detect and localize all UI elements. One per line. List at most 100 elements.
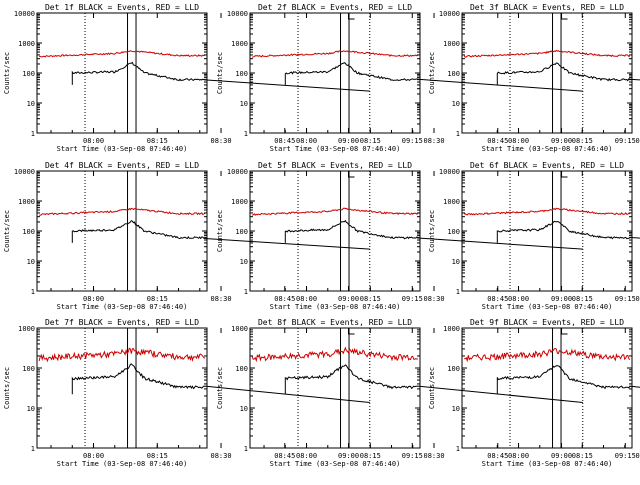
panel-det-1: Det 1f BLACK = Events, RED = LLD11010010… (3, 3, 423, 153)
y-tick-label: 100 (447, 70, 460, 78)
y-tick-label: 1 (456, 288, 460, 296)
y-tick-label: 1 (456, 445, 460, 453)
panel-det-9: Det 9f BLACK = Events, RED = LLD 1 10 100 10… (428, 318, 640, 468)
bracket-marker (561, 13, 568, 20)
x-tick-label: 08:15 (360, 137, 381, 145)
x-tick-label: 09:00 (551, 137, 572, 145)
x-tick-label: 08:30 (423, 452, 444, 460)
panel-title: Det 3f BLACK = Events, RED = LLD (470, 3, 624, 12)
y-axis-label: Counts/sec (428, 367, 436, 409)
x-tick-label: 08:15 (147, 452, 168, 460)
plot-frame (249, 327, 421, 449)
y-tick-label: 10 (452, 258, 460, 266)
y-tick-label: 10 (240, 258, 248, 266)
y-tick-label: 1000 (18, 325, 35, 333)
lld-series-line (39, 50, 205, 58)
y-axis-label: Counts/sec (3, 210, 11, 252)
x-tick-label: 09:00 (551, 452, 572, 460)
plot-frame (461, 327, 633, 449)
x-axis-label: Start Time (03-Sep-08 07:46:40) (57, 145, 188, 153)
y-tick-label: 100 (235, 228, 248, 236)
y-tick-label: 1000 (231, 40, 248, 48)
x-tick-label: 09:00 (338, 137, 359, 145)
x-axis-label: Start Time (03-Sep-08 07:46:40) (270, 303, 401, 311)
x-axis-label: Start Time (03-Sep-08 07:46:40) (270, 460, 401, 468)
lld-series-line (251, 346, 418, 363)
y-axis-label: Counts/sec (428, 210, 436, 252)
x-tick-label: 08:30 (423, 295, 444, 303)
y-axis-label: Counts/sec (216, 52, 224, 94)
y-tick-label: 1000 (231, 325, 248, 333)
lld-series-line (39, 207, 206, 216)
x-tick-label: 08:45 (487, 137, 508, 145)
x-tick-label: 09:15 (615, 137, 636, 145)
events-series-line (284, 364, 583, 403)
x-tick-label: 08:00 (508, 295, 529, 303)
x-tick-label: 09:15 (615, 452, 636, 460)
panel-det-7: Det 7f BLACK = Events, RED = LLD11010010… (3, 318, 423, 468)
y-axis-label: Counts/sec (3, 52, 11, 94)
x-tick-label: 08:45 (274, 295, 295, 303)
y-tick-label: 10000 (227, 10, 248, 18)
x-axis-label: Start Time (03-Sep-08 07:46:40) (482, 460, 613, 468)
plot-frame (36, 170, 208, 292)
y-tick-label: 100 (22, 365, 35, 373)
x-tick-label: 08:00 (83, 137, 104, 145)
x-tick-label: 09:15 (402, 452, 423, 460)
x-axis-label: Start Time (03-Sep-08 07:46:40) (57, 460, 188, 468)
x-tick-label: 08:00 (296, 137, 317, 145)
y-tick-label: 10000 (14, 168, 35, 176)
lld-series-line (251, 207, 419, 216)
y-tick-label: 100 (235, 365, 248, 373)
lld-series-line (38, 347, 206, 363)
x-tick-label: 08:15 (147, 137, 168, 145)
x-tick-label: 08:45 (487, 295, 508, 303)
x-axis-label: Start Time (03-Sep-08 07:46:40) (270, 145, 401, 153)
x-tick-label: 08:00 (296, 452, 317, 460)
y-axis-label: Counts/sec (428, 52, 436, 94)
y-tick-label: 10000 (227, 168, 248, 176)
lld-series-line (464, 347, 631, 363)
y-tick-label: 1 (244, 288, 248, 296)
x-tick-label: 08:00 (508, 137, 529, 145)
panel-det-8: Det 8f BLACK = Events, RED = LLD11010010… (216, 318, 636, 468)
y-tick-label: 1 (31, 288, 35, 296)
y-tick-label: 10000 (439, 168, 460, 176)
x-tick-label: 08:45 (274, 452, 295, 460)
y-tick-label: 1000 (231, 198, 248, 206)
x-tick-label: 08:15 (572, 452, 593, 460)
x-tick-label: 09:15 (615, 295, 636, 303)
y-tick-label: 1000 (443, 198, 460, 206)
y-axis-label: Counts/sec (216, 367, 224, 409)
y-tick-label: 10 (27, 405, 35, 413)
x-tick-label: 08:15 (360, 295, 381, 303)
events-series-line (496, 365, 640, 395)
plot-frame (36, 327, 208, 449)
y-tick-label: 1 (244, 130, 248, 138)
panel-det-5: Det 5f BLACK = Events, RED = LLD11010010… (216, 161, 636, 311)
x-tick-label: 08:30 (635, 295, 640, 303)
x-axis-label: Start Time (03-Sep-08 07:46:40) (57, 303, 188, 311)
lld-series-line (252, 50, 419, 58)
x-tick-label: 08:30 (210, 452, 231, 460)
events-series-line (284, 219, 583, 250)
y-tick-label: 1000 (18, 198, 35, 206)
panel-title: Det 6f BLACK = Events, RED = LLD (470, 161, 624, 170)
events-series-line (496, 220, 640, 243)
y-tick-label: 1000 (443, 325, 460, 333)
plot-frame (249, 12, 421, 134)
y-tick-label: 10000 (439, 10, 460, 18)
x-tick-label: 08:00 (296, 295, 317, 303)
y-tick-label: 100 (447, 365, 460, 373)
y-tick-label: 10 (240, 100, 248, 108)
panel-title: Det 5f BLACK = Events, RED = LLD (258, 161, 412, 170)
x-tick-label: 09:00 (338, 452, 359, 460)
x-tick-label: 08:30 (210, 137, 231, 145)
y-tick-label: 100 (22, 70, 35, 78)
panel-title: Det 4f BLACK = Events, RED = LLD (45, 161, 199, 170)
x-tick-label: 08:15 (572, 295, 593, 303)
y-tick-label: 1 (244, 445, 248, 453)
panel-det-2: Det 2f BLACK = Events, RED = LLD11010010… (216, 3, 636, 153)
